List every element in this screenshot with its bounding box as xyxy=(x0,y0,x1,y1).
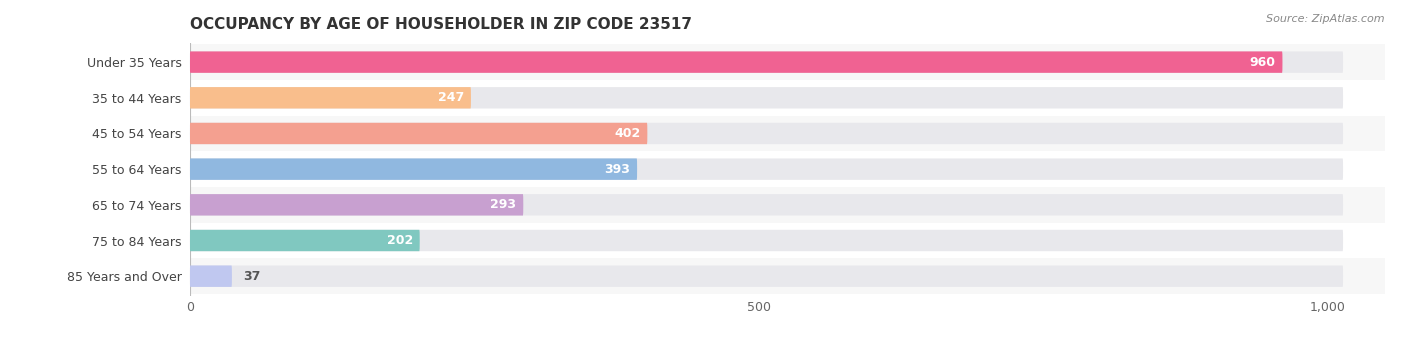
FancyBboxPatch shape xyxy=(190,230,1343,251)
Bar xyxy=(134,151,1406,187)
FancyBboxPatch shape xyxy=(190,266,1343,287)
FancyBboxPatch shape xyxy=(190,123,1343,144)
Bar xyxy=(134,258,1406,294)
Bar xyxy=(134,187,1406,223)
Bar xyxy=(134,223,1406,258)
Text: 293: 293 xyxy=(491,198,516,211)
FancyBboxPatch shape xyxy=(190,194,1343,216)
Bar xyxy=(134,44,1406,80)
FancyBboxPatch shape xyxy=(190,87,471,108)
Text: 247: 247 xyxy=(437,91,464,104)
Bar xyxy=(134,116,1406,151)
Text: 202: 202 xyxy=(387,234,413,247)
FancyBboxPatch shape xyxy=(190,123,647,144)
FancyBboxPatch shape xyxy=(190,51,1282,73)
Bar xyxy=(134,80,1406,116)
FancyBboxPatch shape xyxy=(190,158,1343,180)
FancyBboxPatch shape xyxy=(190,194,523,216)
Text: 960: 960 xyxy=(1250,56,1275,69)
Text: 393: 393 xyxy=(605,163,630,176)
Text: 37: 37 xyxy=(243,270,260,283)
FancyBboxPatch shape xyxy=(190,87,1343,108)
Text: OCCUPANCY BY AGE OF HOUSEHOLDER IN ZIP CODE 23517: OCCUPANCY BY AGE OF HOUSEHOLDER IN ZIP C… xyxy=(190,17,692,32)
Text: Source: ZipAtlas.com: Source: ZipAtlas.com xyxy=(1267,14,1385,23)
Text: 402: 402 xyxy=(614,127,641,140)
FancyBboxPatch shape xyxy=(190,51,1343,73)
FancyBboxPatch shape xyxy=(190,266,232,287)
FancyBboxPatch shape xyxy=(190,158,637,180)
FancyBboxPatch shape xyxy=(190,230,420,251)
